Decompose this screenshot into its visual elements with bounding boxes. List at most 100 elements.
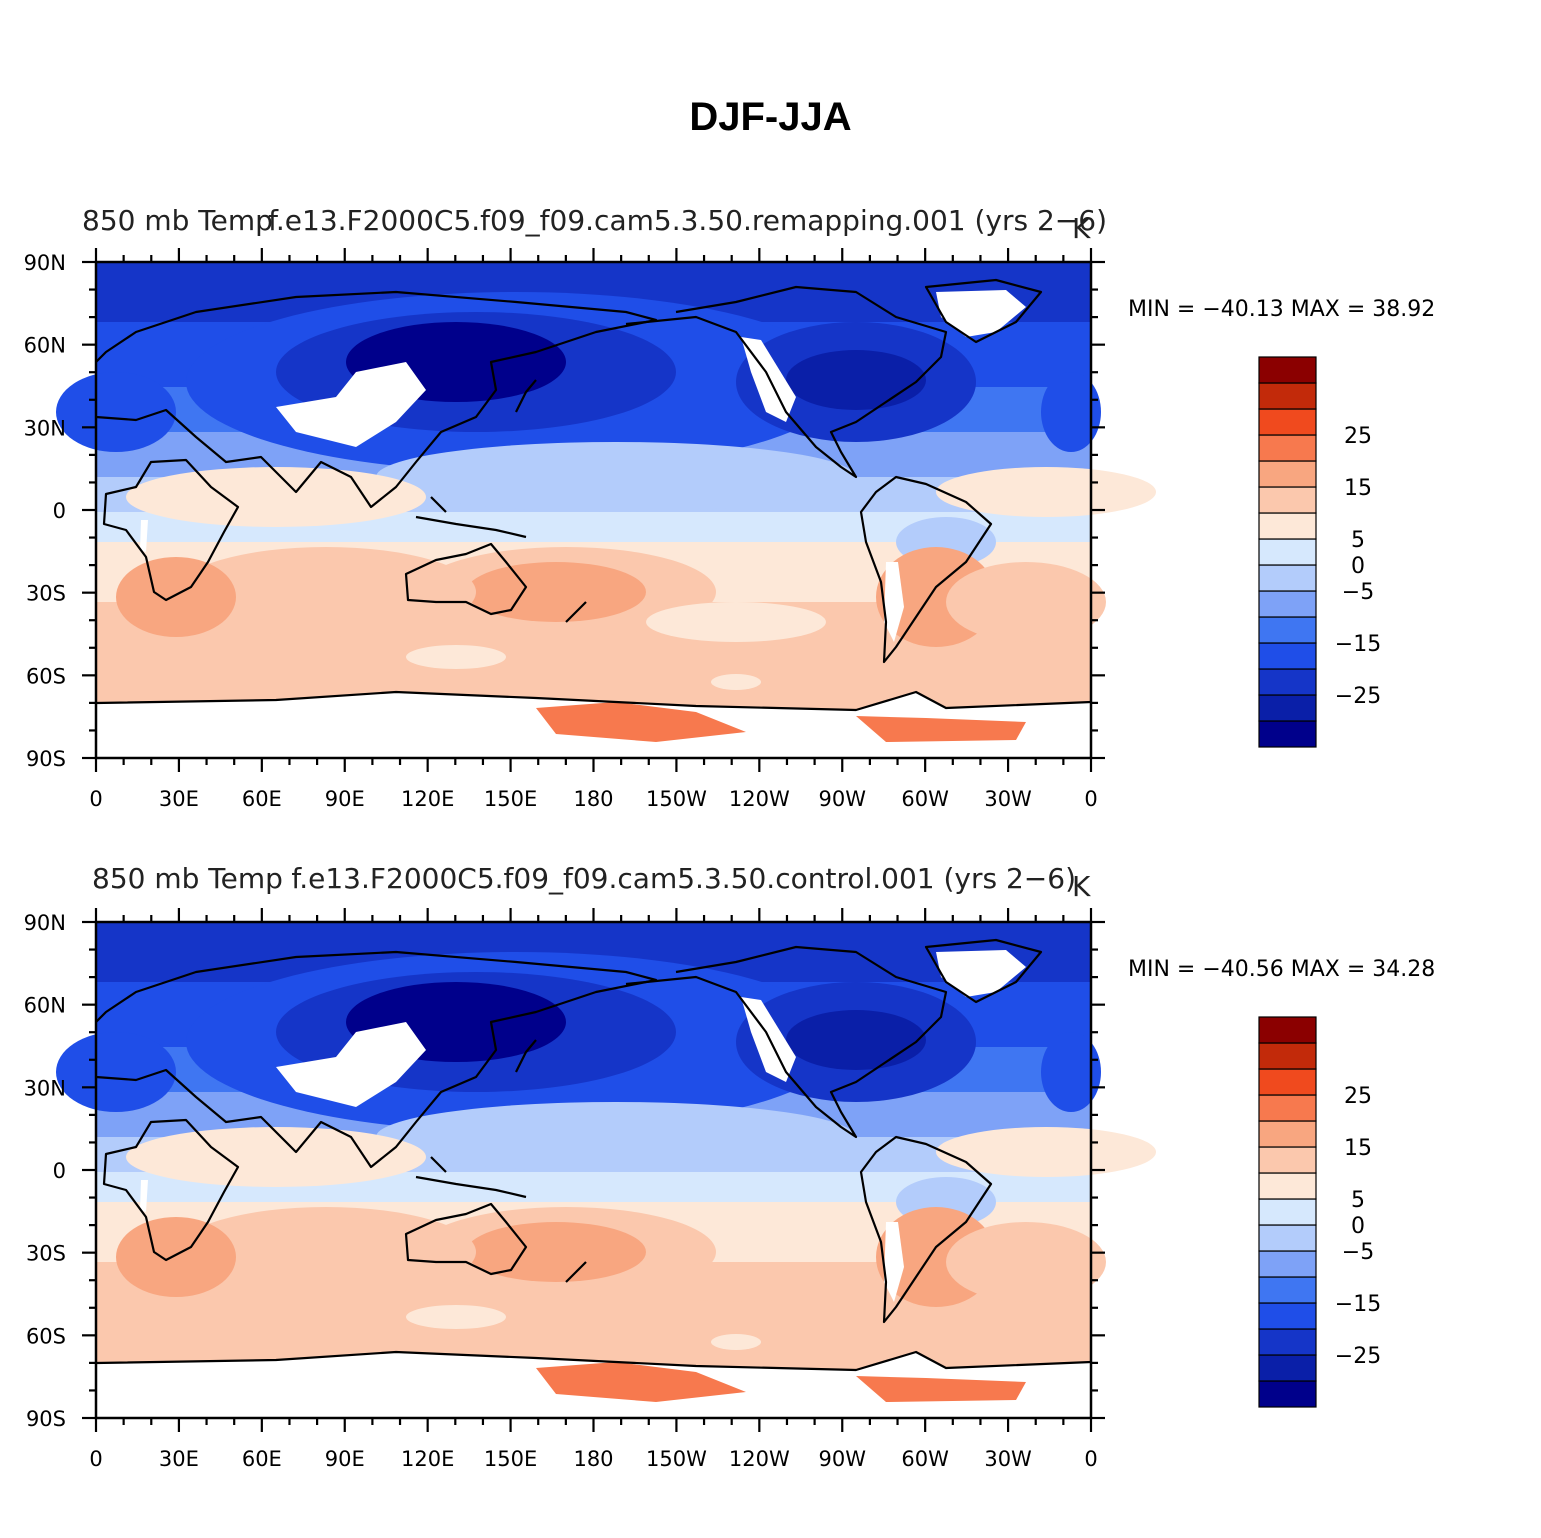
- lat-tick-label: 60N: [24, 994, 66, 1018]
- coast-africa: [102, 458, 240, 602]
- coastlines: [95, 938, 1092, 1372]
- south-africa-hot: [116, 557, 236, 637]
- lat-tick-label: 0: [53, 1159, 66, 1183]
- lat-tick-label: 60S: [26, 1324, 66, 1348]
- lat-tick-label: 60S: [26, 664, 66, 688]
- east-africa-no-data: [140, 520, 148, 552]
- colorbar-label: 0: [1351, 554, 1365, 579]
- main-title: DJF-JJA: [689, 95, 852, 139]
- southern-ocean-spot: [711, 674, 761, 690]
- weddell-sea-warm: [856, 1376, 1026, 1402]
- colorbar-box: [1258, 460, 1317, 488]
- lon-tick-label: 90W: [819, 787, 867, 811]
- colorbar-box: [1258, 1016, 1317, 1044]
- colorbar-box: [1258, 1328, 1317, 1356]
- coast-indonesia: [415, 1156, 527, 1199]
- south-africa-hot: [116, 1217, 236, 1297]
- panel-title-center: f.e13.F2000C5.f09_f09.cam5.3.50.remappin…: [268, 204, 1107, 237]
- lat-tick-label: 30S: [26, 582, 66, 606]
- colorbar-box: [1258, 668, 1317, 696]
- lat-tick-label: 0: [53, 499, 66, 523]
- panel-title-left: 850 mb Temp: [82, 204, 273, 237]
- coast-eurasia: [95, 290, 658, 509]
- lon-tick-label: 120E: [401, 787, 454, 811]
- lon-tick-label: 150W: [646, 787, 707, 811]
- lon-tick-label: 0: [1084, 1447, 1097, 1471]
- australia-hot: [466, 1222, 646, 1282]
- temperature-field: [56, 922, 1156, 1418]
- longitude-labels: 0 30E 60E 90E 120E 150E 180 150W 120W 90W 60W 30W 0: [89, 1447, 1097, 1471]
- coast-japan: [515, 379, 537, 413]
- coast-new-zealand: [565, 601, 587, 623]
- coast-australia: [404, 1202, 528, 1276]
- panel-title-left: 850 mb Temp: [92, 862, 283, 895]
- southern-ocean-light: [406, 645, 506, 669]
- colorbar-box: [1258, 434, 1317, 462]
- temperature-field: [56, 262, 1156, 758]
- greenland-no-data: [936, 950, 1026, 997]
- colorbar-box: [1258, 1198, 1317, 1226]
- atlantic-east-cold: [1041, 372, 1101, 452]
- lon-tick-label: 30E: [159, 787, 199, 811]
- colorbar-box: [1258, 382, 1317, 410]
- south-pacific-band: [646, 602, 826, 642]
- colorbar-label: 15: [1344, 1136, 1372, 1161]
- latitude-labels: 90N 60N 30N 0 30S 60S 90S: [24, 251, 66, 771]
- colorbar-box: [1258, 1302, 1317, 1330]
- india-warm-patch: [126, 467, 426, 527]
- coast-new-zealand: [565, 1261, 587, 1283]
- min-max-label: MIN = −40.56 MAX = 34.28: [1128, 957, 1435, 982]
- coast-greenland: [924, 278, 1043, 344]
- lon-tick-label: 120E: [401, 1447, 454, 1471]
- colorbar: 25 15 50−5 −15 −25: [1258, 356, 1381, 748]
- colorbar-box: [1258, 1224, 1317, 1252]
- colorbar-box: [1258, 356, 1317, 384]
- lon-tick-label: 30W: [984, 787, 1032, 811]
- colorbar-box: [1258, 1094, 1317, 1122]
- lat-tick-label: 30S: [26, 1242, 66, 1266]
- lon-tick-label: 30E: [159, 1447, 199, 1471]
- lon-tick-label: 150W: [646, 1447, 707, 1471]
- lon-tick-label: 0: [1084, 787, 1097, 811]
- colorbar-label: −25: [1335, 684, 1381, 709]
- colorbar-label: −25: [1335, 1344, 1381, 1369]
- north-pacific-light: [376, 442, 856, 512]
- weddell-sea-warm: [856, 716, 1026, 742]
- south-atlantic-warm: [946, 562, 1106, 642]
- axis-ticks: [82, 248, 1105, 772]
- colorbar-label: 25: [1344, 1084, 1372, 1109]
- north-pacific-light: [376, 1102, 856, 1172]
- map-panel-remapping: 850 mb Temp f.e13.F2000C5.f09_f09.cam5.3…: [24, 204, 1436, 811]
- lat-tick-label: 90N: [24, 251, 66, 275]
- colorbar-label: −5: [1342, 1240, 1374, 1265]
- coast-north-america: [625, 945, 948, 1139]
- coast-eurasia: [95, 950, 658, 1169]
- coast-australia: [404, 542, 528, 616]
- lat-tick-label: 30N: [24, 416, 66, 440]
- west-europe-cold: [56, 1032, 176, 1112]
- coast-greenland: [924, 938, 1043, 1004]
- lon-tick-label: 60W: [901, 787, 949, 811]
- map-panel-control: 850 mb Temp f.e13.F2000C5.f09_f09.cam5.3…: [24, 862, 1436, 1471]
- colorbar-box: [1258, 1380, 1317, 1408]
- coast-indonesia: [415, 496, 527, 539]
- southern-ocean-spot: [711, 1334, 761, 1350]
- south-indian-warm: [176, 1207, 476, 1297]
- coast-antarctica: [95, 690, 1092, 712]
- lon-tick-label: 60E: [242, 787, 282, 811]
- tibet-no-data: [276, 1022, 426, 1107]
- tibet-no-data: [276, 362, 426, 447]
- canada-max-cold: [786, 350, 926, 410]
- lat-tick-label: 90S: [26, 747, 66, 771]
- lat-tick-label: 90N: [24, 911, 66, 935]
- colorbar-label: −15: [1335, 632, 1381, 657]
- colorbar-box: [1258, 616, 1317, 644]
- coast-antarctica: [95, 1350, 1092, 1372]
- coast-south-america: [859, 1135, 993, 1324]
- colorbar-box: [1258, 1120, 1317, 1148]
- panel-units: K: [1072, 212, 1091, 245]
- lon-tick-label: 90E: [325, 787, 365, 811]
- colorbar-box: [1258, 1068, 1317, 1096]
- coastlines: [95, 278, 1092, 712]
- southern-ocean-light: [406, 1305, 506, 1329]
